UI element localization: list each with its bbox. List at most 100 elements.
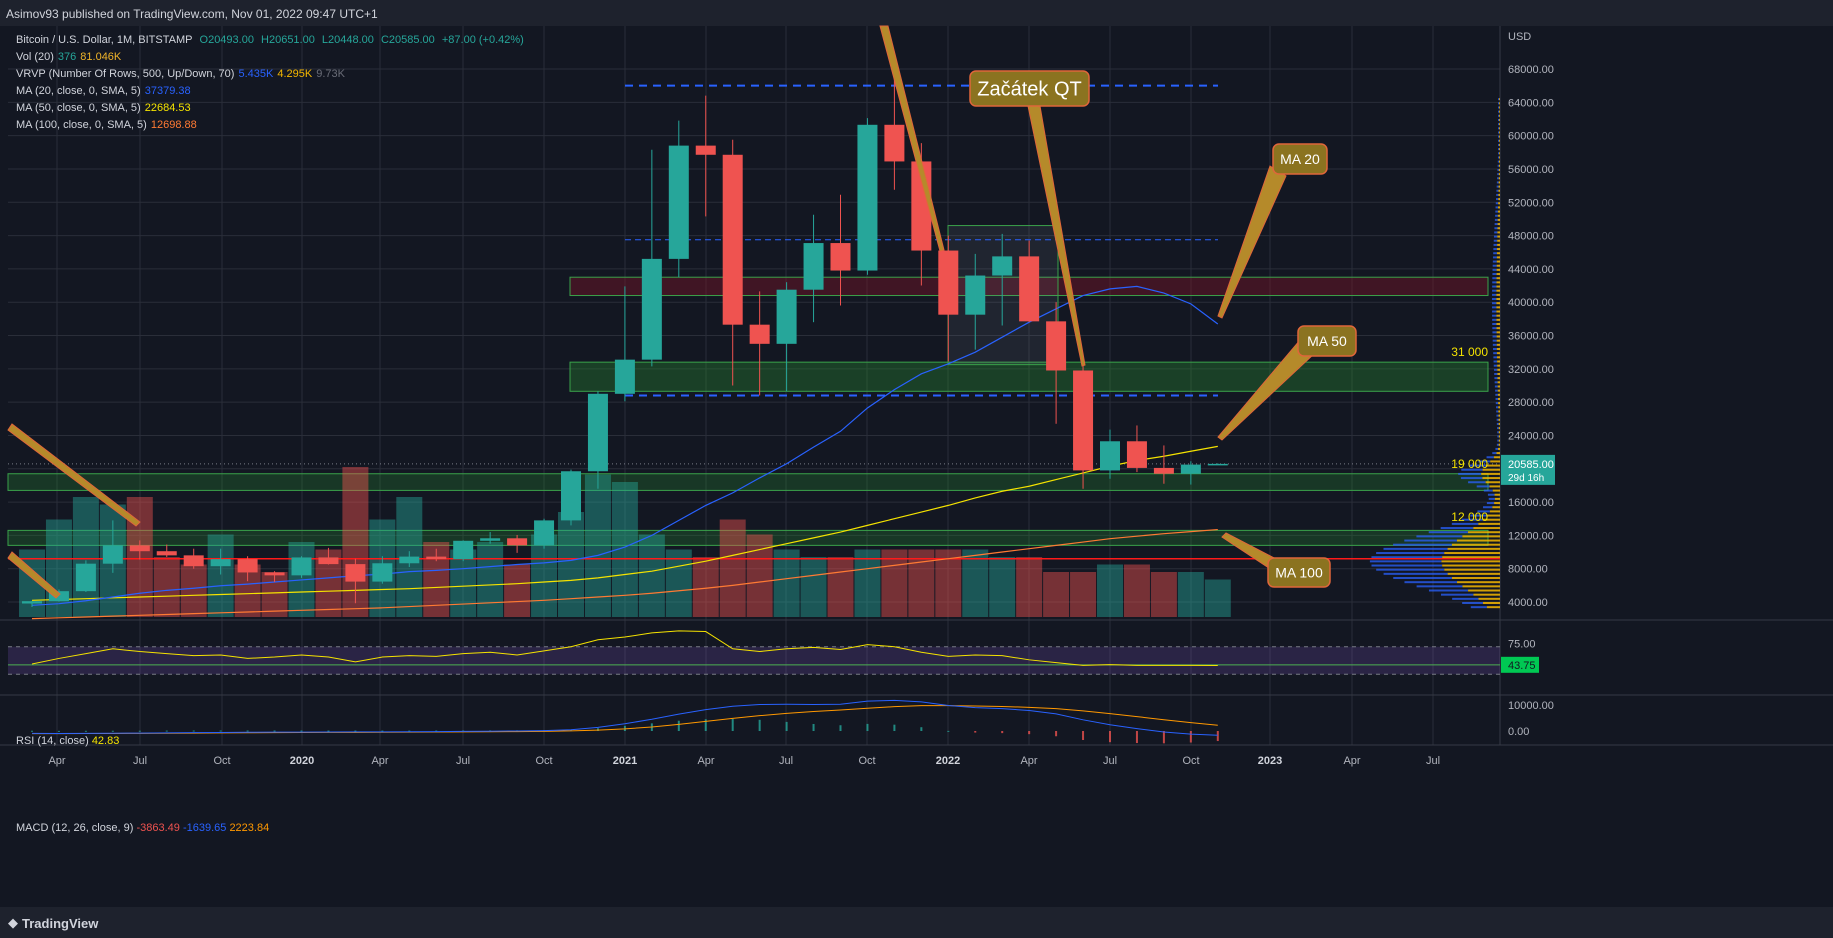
- volume-bar: [1150, 572, 1177, 617]
- vp-bar-up: [1492, 277, 1497, 280]
- vp-bar-up: [1383, 547, 1448, 550]
- callout-ma100-text: MA 100: [1275, 565, 1323, 581]
- candle: [480, 532, 501, 544]
- volume-bar: [504, 564, 531, 617]
- vp-bar-up: [1492, 452, 1497, 455]
- macd-hist-bar: [300, 730, 303, 732]
- ma50-line: [31, 445, 1218, 601]
- legend-row-label[interactable]: Vol (20): [16, 51, 54, 63]
- legend-row-label[interactable]: MA (20, close, 0, SMA, 5): [16, 85, 141, 97]
- vp-bar-down: [1499, 106, 1500, 109]
- macd-hist-bar: [1055, 731, 1058, 737]
- vp-bar-down: [1486, 464, 1500, 467]
- vp-bar-up: [1496, 410, 1499, 413]
- macd-hist-bar: [165, 730, 168, 732]
- vp-bar-up: [1496, 422, 1499, 425]
- vp-bar-up: [1492, 293, 1497, 296]
- vp-bar-down: [1441, 560, 1500, 563]
- vp-bar-down: [1498, 185, 1500, 188]
- vp-bar-down: [1442, 564, 1500, 567]
- macd-value-signal: 2223.84: [229, 822, 270, 834]
- legend-row-value: 12698.88: [150, 119, 197, 131]
- vp-bar-up: [1493, 364, 1498, 367]
- vp-bar-down: [1462, 535, 1500, 538]
- candle-body: [965, 275, 986, 315]
- vp-bar-down: [1494, 493, 1500, 496]
- macd-label[interactable]: MACD (12, 26, close, 9): [16, 822, 134, 834]
- legend-row-label[interactable]: MA (50, close, 0, SMA, 5): [16, 102, 141, 114]
- vp-bar-down: [1499, 135, 1500, 138]
- price-tick: 64000.00: [1508, 97, 1554, 109]
- legend-symbol[interactable]: Bitcoin / U.S. Dollar, 1M, BITSTAMP: [16, 34, 193, 46]
- price-axis-currency: USD: [1508, 31, 1531, 43]
- time-label: Apr: [371, 755, 388, 767]
- legend-row-value: 9.73K: [316, 68, 345, 80]
- candle: [345, 558, 366, 604]
- footer-bar: ◆ TradingView: [0, 907, 1833, 938]
- vp-bar-up: [1458, 472, 1482, 475]
- candle-body: [507, 538, 528, 546]
- macd-value-hist: -3863.49: [136, 822, 180, 834]
- volume-bar: [935, 549, 962, 617]
- price-tick: 28000.00: [1508, 397, 1554, 409]
- volume-bar: [1043, 572, 1070, 617]
- rsi-badge-text: 43.75: [1508, 660, 1536, 672]
- legend-row-0: Vol (20) 376 81.046K: [16, 49, 528, 66]
- vp-bar-down: [1496, 281, 1500, 284]
- candle: [102, 520, 123, 573]
- time-label: Apr: [1343, 755, 1360, 767]
- tradingview-logo-icon: ◆: [8, 915, 18, 930]
- vp-bar-down: [1478, 522, 1500, 525]
- macd-tick: 0.00: [1508, 726, 1529, 738]
- vp-bar-up: [1376, 552, 1445, 555]
- vp-bar-down: [1499, 160, 1500, 163]
- vp-bar-down: [1467, 531, 1500, 534]
- callout-ma50-box: [1297, 325, 1357, 357]
- vp-bar-down: [1457, 581, 1500, 584]
- candle: [938, 235, 959, 362]
- price-zone: [7, 529, 1489, 546]
- level-label-19000: 19 000: [1451, 457, 1488, 471]
- vp-bar-down: [1496, 302, 1500, 305]
- price-zone: [947, 225, 1059, 366]
- candle: [372, 556, 393, 584]
- vp-bar-up: [1498, 135, 1500, 138]
- callout-ma50: MA 50: [1297, 325, 1357, 357]
- volume-bar: [962, 549, 989, 617]
- vp-bar-up: [1486, 502, 1495, 505]
- candle-body: [1073, 370, 1094, 471]
- tradingview-brand[interactable]: ◆ TradingView: [8, 915, 98, 931]
- macd-hist-bar: [354, 730, 357, 732]
- vp-bar-down: [1498, 173, 1500, 176]
- candle-body: [830, 243, 851, 271]
- vp-bar-up: [1498, 98, 1500, 101]
- vp-bar-down: [1498, 414, 1500, 417]
- legend-row-label[interactable]: VRVP (Number Of Rows, 500, Up/Down, 70): [16, 68, 235, 80]
- vp-bar-up: [1376, 568, 1445, 571]
- macd-hist-bar: [1135, 731, 1138, 744]
- time-label: Apr: [48, 755, 65, 767]
- vp-bar-up: [1497, 164, 1499, 167]
- rsi-label[interactable]: RSI (14, close): [16, 735, 89, 747]
- vp-bar-down: [1442, 556, 1500, 559]
- candle-body: [75, 563, 96, 592]
- callout-ma20-text: MA 20: [1280, 151, 1320, 167]
- vp-bar-up: [1495, 402, 1499, 405]
- macd-hist-bar: [1162, 731, 1165, 744]
- vp-bar-down: [1498, 435, 1500, 438]
- vp-bar-up: [1492, 298, 1497, 301]
- candle: [641, 149, 662, 367]
- macd-hist-bar: [785, 721, 788, 731]
- vp-bar-up: [1492, 289, 1497, 292]
- candle: [992, 233, 1013, 326]
- macd-hist-bar: [812, 723, 815, 731]
- legend-row-value: 37379.38: [144, 85, 191, 97]
- candle: [75, 560, 96, 593]
- legend-row-label[interactable]: MA (100, close, 0, SMA, 5): [16, 119, 147, 131]
- vp-bar-up: [1493, 256, 1497, 259]
- candle-body: [102, 545, 123, 564]
- vp-bar-down: [1499, 102, 1500, 105]
- vp-bar-up: [1416, 585, 1463, 588]
- macd-hist-bar: [138, 730, 141, 732]
